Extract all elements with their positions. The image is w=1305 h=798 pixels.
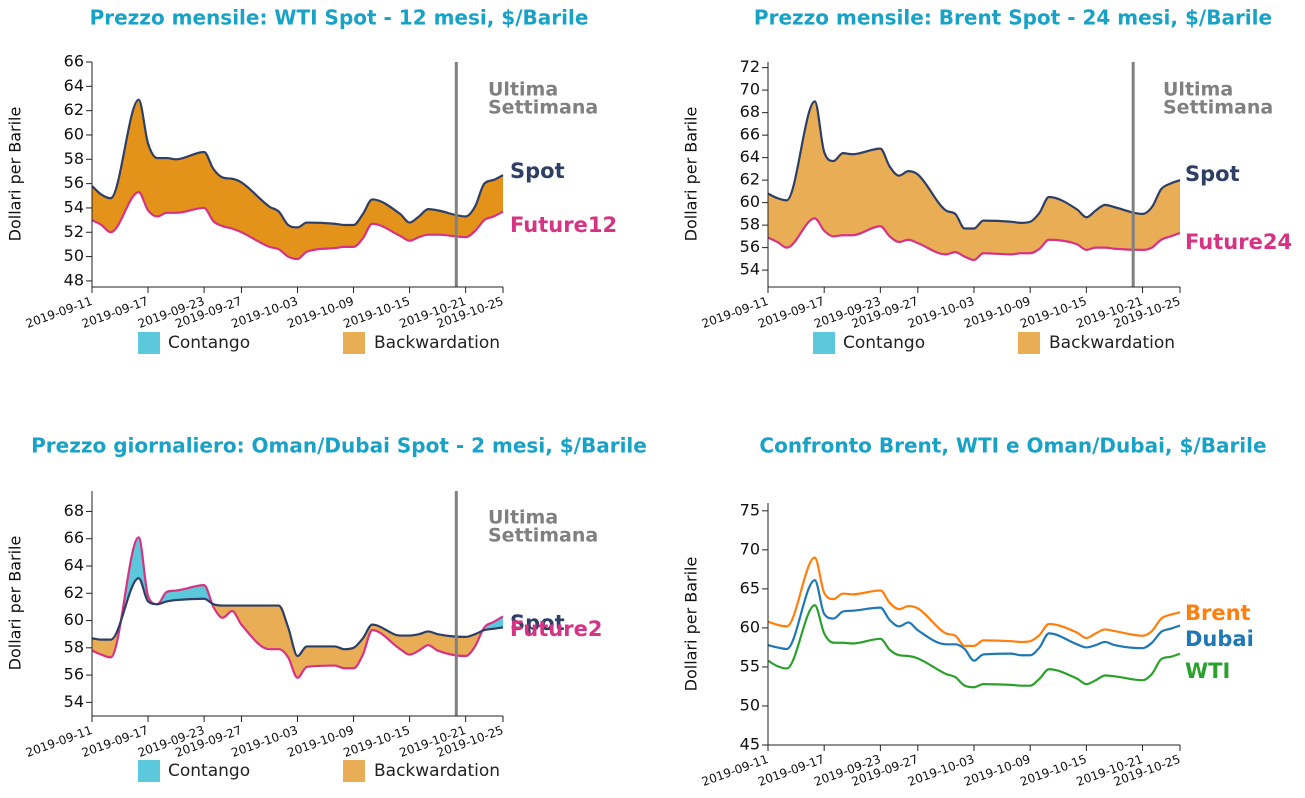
y-tick-label: 56 (64, 173, 84, 192)
future-series-label: Future12 (510, 213, 617, 237)
y-tick-label: 64 (740, 147, 760, 166)
legend-contango-label: Contango (168, 333, 250, 353)
y-tick-label: 54 (64, 197, 84, 216)
y-tick-label: 65 (740, 578, 760, 597)
future-line (91, 191, 504, 261)
y-tick-label: 68 (64, 501, 84, 520)
chart-title: Prezzo mensile: Brent Spot - 24 mesi, $/… (754, 6, 1272, 30)
last-week-annotation: Settimana (488, 97, 598, 119)
last-week-annotation: Ultima (488, 507, 558, 529)
future-line (767, 217, 1181, 262)
spot-line (91, 577, 504, 658)
y-tick-label: 62 (64, 583, 84, 602)
future-series-label: Future2 (510, 617, 602, 641)
chart-panel-4: Confronto Brent, WTI e Oman/Dubai, $/Bar… (682, 434, 1267, 789)
dubai-line (767, 579, 1181, 662)
y-tick-label: 60 (740, 617, 760, 636)
y-tick-label: 45 (740, 735, 760, 754)
y-tick-label: 52 (64, 222, 84, 241)
spot-series-label: Spot (510, 611, 565, 635)
y-tick-label: 48 (64, 270, 84, 289)
wti-line (767, 604, 1181, 689)
y-tick-label: 54 (64, 692, 84, 711)
y-tick-label: 58 (64, 637, 84, 656)
y-axis-label: Dollari per Barile (682, 107, 701, 242)
legend-backwardation-swatch (343, 760, 365, 782)
y-tick-label: 70 (740, 80, 760, 99)
y-tick-label: 56 (64, 665, 84, 684)
spot-series-label: Spot (1185, 162, 1240, 186)
y-tick-label: 66 (64, 528, 84, 547)
y-tick-label: 50 (740, 695, 760, 714)
legend-contango-swatch (813, 332, 835, 354)
chart-title: Confronto Brent, WTI e Oman/Dubai, $/Bar… (759, 434, 1266, 458)
chart-panel-3: Prezzo giornaliero: Oman/Dubai Spot - 2 … (6, 434, 647, 782)
y-tick-label: 62 (740, 170, 760, 189)
y-tick-label: 64 (64, 556, 84, 575)
backwardation-band (92, 578, 503, 678)
last-week-annotation: Settimana (1163, 97, 1273, 119)
y-axis-label: Dollari per Barile (6, 536, 25, 671)
legend-contango-label: Contango (843, 333, 925, 353)
legend-contango-swatch (138, 760, 160, 782)
legend-contango-swatch (138, 332, 160, 354)
spot-line (91, 98, 504, 229)
y-tick-label: 60 (64, 124, 84, 143)
y-tick-label: 68 (740, 102, 760, 121)
y-tick-label: 62 (64, 100, 84, 119)
y-tick-label: 66 (64, 52, 84, 71)
y-tick-label: 64 (64, 76, 84, 95)
future-series-label: Future24 (1185, 230, 1292, 254)
y-tick-label: 66 (740, 125, 760, 144)
dubai-series-label: Dubai (1185, 627, 1254, 651)
legend-backwardation-label: Backwardation (1049, 333, 1175, 353)
spot-series-label: Spot (510, 159, 565, 183)
y-tick-label: 50 (64, 246, 84, 265)
wti-series-label: WTI (1185, 659, 1230, 683)
y-tick-label: 58 (740, 215, 760, 234)
y-axis-label: Dollari per Barile (682, 557, 701, 692)
y-tick-label: 75 (740, 500, 760, 519)
brent-line (767, 556, 1181, 647)
legend-backwardation-label: Backwardation (374, 333, 500, 353)
spot-line (767, 100, 1181, 230)
legend-contango-label: Contango (168, 761, 250, 781)
y-tick-label: 58 (64, 149, 84, 168)
y-tick-label: 55 (740, 656, 760, 675)
last-week-annotation: Ultima (488, 79, 558, 101)
y-tick-label: 54 (740, 260, 760, 279)
y-tick-label: 60 (740, 192, 760, 211)
legend-backwardation-swatch (343, 332, 365, 354)
y-axis-label: Dollari per Barile (6, 107, 25, 242)
last-week-annotation: Ultima (1163, 79, 1233, 101)
y-tick-label: 70 (740, 539, 760, 558)
backwardation-band (92, 99, 503, 260)
legend-backwardation-swatch (1018, 332, 1040, 354)
backwardation-band (768, 101, 1180, 260)
chart-title: Prezzo giornaliero: Oman/Dubai Spot - 2 … (31, 434, 647, 458)
brent-series-label: Brent (1185, 601, 1251, 625)
chart-title: Prezzo mensile: WTI Spot - 12 mesi, $/Ba… (90, 6, 589, 30)
chart-panel-2: Prezzo mensile: Brent Spot - 24 mesi, $/… (682, 6, 1292, 354)
y-tick-label: 56 (740, 237, 760, 256)
y-tick-label: 60 (64, 610, 84, 629)
y-tick-label: 72 (740, 57, 760, 76)
last-week-annotation: Settimana (488, 525, 598, 547)
chart-panel-1: Prezzo mensile: WTI Spot - 12 mesi, $/Ba… (6, 6, 617, 354)
legend-backwardation-label: Backwardation (374, 761, 500, 781)
